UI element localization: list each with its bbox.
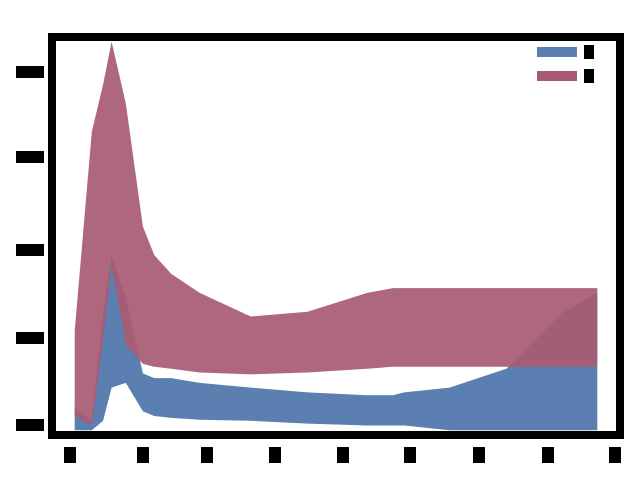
plot-frame bbox=[48, 33, 624, 439]
y-tick-2 bbox=[16, 151, 44, 163]
y-tick-3 bbox=[16, 244, 44, 256]
x-tick-9 bbox=[609, 447, 621, 463]
y-axis-ticks bbox=[16, 66, 44, 431]
x-tick-6 bbox=[404, 447, 416, 463]
x-tick-7 bbox=[473, 447, 485, 463]
legend-marker-1 bbox=[584, 45, 594, 59]
area-band-2 bbox=[74, 41, 598, 426]
x-axis-ticks bbox=[64, 447, 621, 463]
area-band-1 bbox=[74, 255, 598, 431]
x-tick-1 bbox=[64, 447, 76, 463]
y-tick-4 bbox=[16, 332, 44, 344]
x-tick-8 bbox=[542, 447, 554, 463]
legend-marker-2 bbox=[584, 69, 594, 83]
x-tick-2 bbox=[137, 447, 149, 463]
legend-swatch-2 bbox=[537, 71, 577, 81]
y-tick-1 bbox=[16, 66, 44, 78]
x-tick-5 bbox=[337, 447, 349, 463]
legend-swatch-1 bbox=[537, 47, 577, 57]
y-tick-5 bbox=[16, 419, 44, 431]
area-series-group bbox=[74, 41, 598, 431]
legend bbox=[537, 45, 594, 83]
x-tick-4 bbox=[269, 447, 281, 463]
x-tick-3 bbox=[201, 447, 213, 463]
